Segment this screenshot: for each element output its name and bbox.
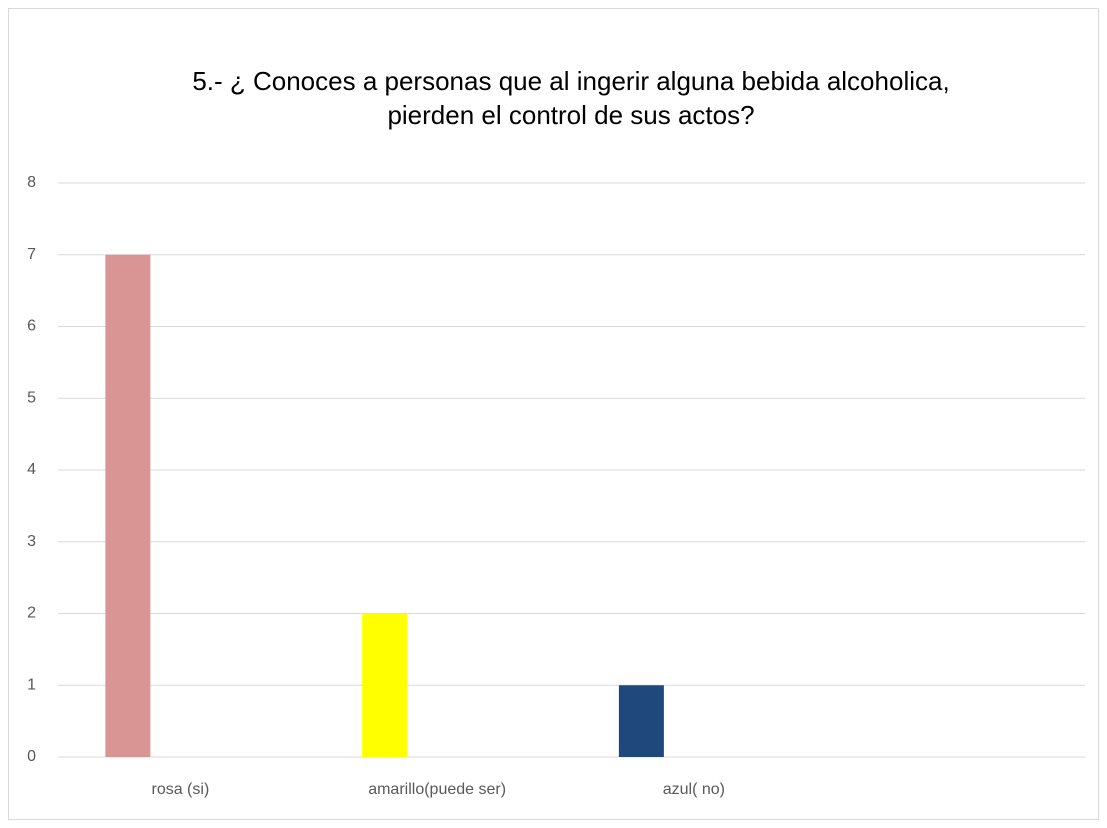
bar	[105, 254, 151, 757]
y-tick-label: 7	[27, 246, 36, 263]
x-tick-label: rosa (si)	[151, 781, 209, 798]
chart-title: 5.- ¿ Conoces a personas que al ingerir …	[192, 66, 950, 130]
bar	[618, 685, 664, 757]
y-tick-label: 2	[27, 605, 36, 622]
y-tick-label: 6	[27, 318, 36, 335]
y-tick-label: 8	[27, 174, 36, 191]
y-tick-label: 0	[27, 748, 36, 765]
y-tick-label: 5	[27, 389, 36, 406]
x-tick-label: azul( no)	[663, 781, 725, 798]
y-tick-label: 3	[27, 533, 36, 550]
chart-frame	[8, 8, 1099, 820]
bar	[362, 613, 408, 757]
x-tick-label: amarillo(puede ser)	[368, 781, 506, 798]
y-tick-label: 4	[27, 461, 36, 478]
y-tick-label: 1	[27, 676, 36, 693]
